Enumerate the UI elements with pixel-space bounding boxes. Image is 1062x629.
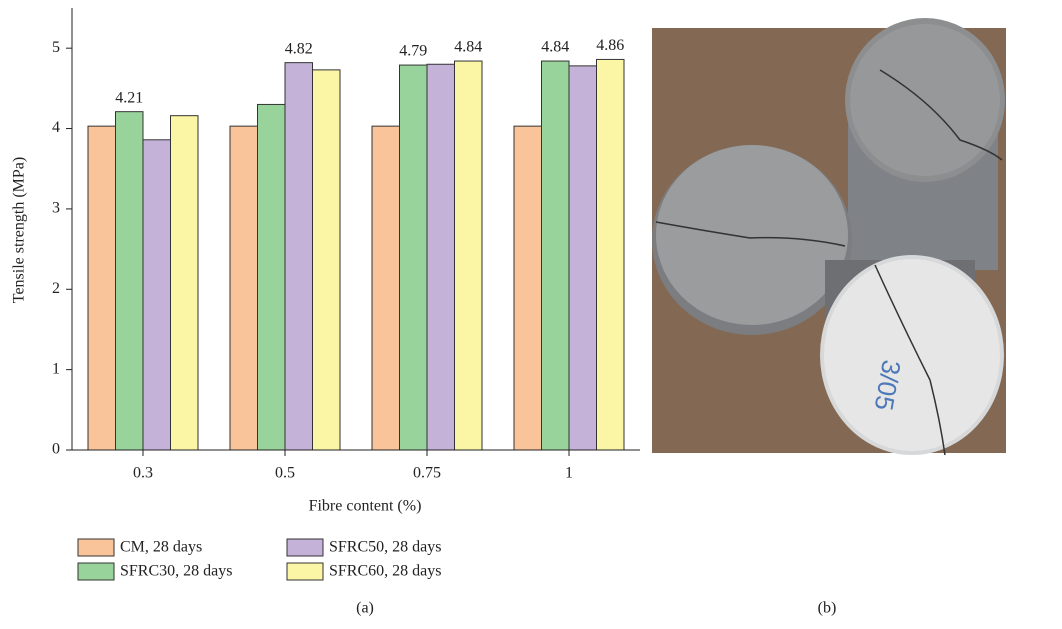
bar bbox=[88, 126, 116, 450]
bar bbox=[372, 126, 400, 450]
value-label: 4.82 bbox=[285, 40, 313, 57]
figure: 3/05 Fibre content (%) Tensile strength … bbox=[0, 0, 1062, 629]
legend-swatch bbox=[78, 563, 114, 580]
bar bbox=[285, 63, 313, 450]
bar bbox=[143, 140, 171, 450]
caption: (b) bbox=[818, 600, 837, 617]
y-tick-label: 1 bbox=[52, 360, 60, 377]
y-tick-label: 5 bbox=[52, 39, 60, 56]
x-tick-label: 0.5 bbox=[275, 465, 295, 482]
legend-label: SFRC50, 28 days bbox=[329, 539, 441, 556]
bar bbox=[230, 126, 258, 450]
y-tick-label: 4 bbox=[52, 119, 60, 136]
bar bbox=[171, 116, 199, 450]
value-label: 4.84 bbox=[541, 39, 569, 56]
y-tick-label: 0 bbox=[52, 441, 60, 458]
bar bbox=[116, 112, 144, 450]
legend-swatch bbox=[78, 539, 114, 556]
value-label: 4.84 bbox=[454, 39, 482, 56]
bar bbox=[313, 70, 341, 450]
y-tick-label: 3 bbox=[52, 200, 60, 217]
bar bbox=[427, 64, 455, 450]
legend-label: SFRC60, 28 days bbox=[329, 563, 441, 580]
y-tick-label: 2 bbox=[52, 280, 60, 297]
bar bbox=[542, 61, 570, 450]
legend-swatch bbox=[287, 539, 323, 556]
bar bbox=[258, 104, 286, 450]
bar bbox=[455, 61, 483, 450]
bar bbox=[569, 66, 597, 450]
legend-label: CM, 28 days bbox=[120, 539, 202, 556]
bar bbox=[514, 126, 542, 450]
x-tick-label: 0.75 bbox=[413, 465, 441, 482]
photo: 3/05 bbox=[652, 18, 1006, 455]
value-label: 4.79 bbox=[399, 43, 427, 60]
y-axis-label: Tensile strength (MPa) bbox=[11, 157, 28, 303]
x-tick-label: 0.3 bbox=[133, 465, 153, 482]
value-label: 4.21 bbox=[115, 89, 143, 106]
legend-swatch bbox=[287, 563, 323, 580]
value-label: 4.86 bbox=[596, 37, 624, 54]
x-tick-label: 1 bbox=[565, 465, 573, 482]
caption: (a) bbox=[356, 600, 374, 617]
bar bbox=[400, 65, 428, 450]
legend-label: SFRC30, 28 days bbox=[120, 563, 232, 580]
x-axis-label: Fibre content (%) bbox=[309, 498, 422, 515]
bar bbox=[597, 59, 625, 450]
